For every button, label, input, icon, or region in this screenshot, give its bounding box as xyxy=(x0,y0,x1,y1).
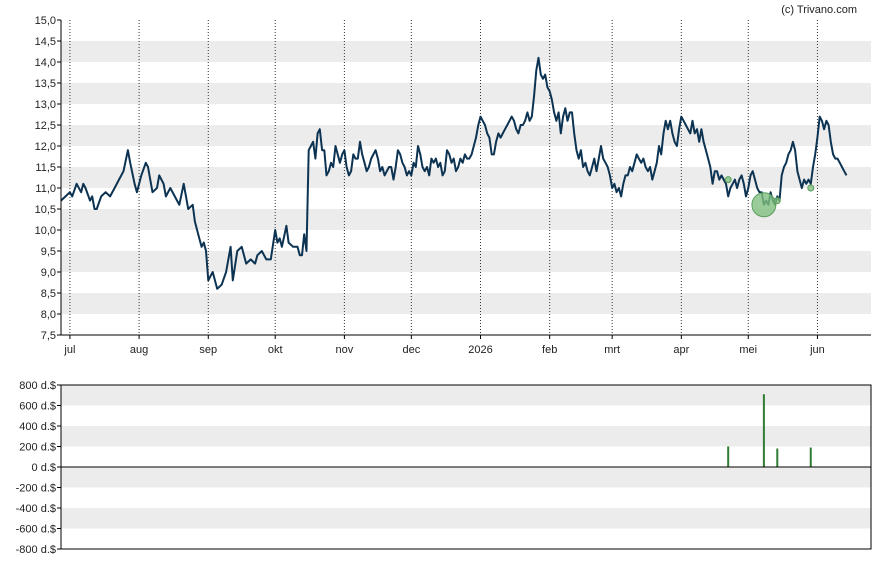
volume-grid-band xyxy=(61,508,871,529)
x-tick-labels: jul aug sep okt nov dec 2026 feb mrt apr mei jun xyxy=(63,335,825,356)
volume-grid-band xyxy=(61,426,871,447)
volume-bars xyxy=(727,394,812,467)
volume-y-tick-label: 0 d.$ xyxy=(32,462,56,474)
trade-marker xyxy=(724,176,732,184)
price-y-tick-label: 14,0 xyxy=(35,57,56,69)
price-grid-band xyxy=(61,209,871,230)
price-y-tick-label: 10,0 xyxy=(35,225,56,237)
x-tick-label: apr xyxy=(673,344,689,356)
price-y-tick-label: 14,5 xyxy=(35,36,56,48)
volume-y-tick-label: 200 d.$ xyxy=(19,442,56,454)
volume-bar xyxy=(809,447,812,467)
trade-marker xyxy=(807,184,815,192)
price-grid-band xyxy=(61,293,871,314)
price-y-tick-label: 7,5 xyxy=(41,330,56,342)
x-tick-label: aug xyxy=(130,344,148,356)
x-tick-label: mrt xyxy=(604,344,620,356)
price-series-line xyxy=(60,56,848,290)
trade-marker xyxy=(773,197,781,205)
price-y-tick-label: 11,5 xyxy=(35,162,56,174)
x-tick-label: jul xyxy=(63,344,75,356)
price-line-group xyxy=(60,56,848,290)
volume-y-tick-label: -800 d.$ xyxy=(16,544,56,556)
price-grid-band xyxy=(61,167,871,188)
x-tick-label: feb xyxy=(542,344,557,356)
price-grid-band xyxy=(61,83,871,104)
volume-grid-band xyxy=(61,385,871,406)
volume-y-tick-label: 600 d.$ xyxy=(19,401,56,413)
volume-y-tick-label: -200 d.$ xyxy=(16,483,56,495)
price-grid-band xyxy=(61,251,871,272)
volume-y-tick-label: -600 d.$ xyxy=(16,524,56,536)
price-y-tick-label: 12,0 xyxy=(35,141,56,153)
price-y-tick-label: 15,0 xyxy=(35,15,56,27)
price-y-tick-label: 11,0 xyxy=(35,183,56,195)
volume-bar xyxy=(776,448,779,467)
x-tick-label: okt xyxy=(268,344,283,356)
price-grid-band xyxy=(61,41,871,62)
volume-grid-bands xyxy=(61,385,871,529)
price-plot-frame xyxy=(60,20,871,336)
price-y-tick-label: 8,5 xyxy=(41,288,56,300)
price-y-tick-label: 8,0 xyxy=(41,309,56,321)
insider-trade-markers xyxy=(724,176,815,218)
price-y-tick-label: 9,0 xyxy=(41,267,56,279)
x-tick-label: jun xyxy=(809,344,825,356)
volume-bar xyxy=(762,394,765,467)
price-y-tick-labels: 7,5 8,0 8,5 9,0 9,5 10,0 10,5 11,0 11,5 12,0 12,5 1… xyxy=(35,15,61,342)
x-tick-label: mei xyxy=(739,344,757,356)
volume-grid-band xyxy=(61,467,871,488)
price-y-tick-label: 10,5 xyxy=(35,204,56,216)
price-y-tick-label: 13,5 xyxy=(35,78,56,90)
x-tick-label: sep xyxy=(199,344,217,356)
price-y-tick-label: 9,5 xyxy=(41,246,56,258)
x-tick-label: nov xyxy=(336,344,354,356)
trade-marker xyxy=(751,192,777,218)
credit-text: (c) Trivano.com xyxy=(781,4,857,16)
price-y-tick-label: 13,0 xyxy=(35,99,56,111)
price-y-tick-label: 12,5 xyxy=(35,120,56,132)
volume-y-tick-label: -400 d.$ xyxy=(16,503,56,515)
volume-y-tick-label: 800 d.$ xyxy=(19,380,56,392)
volume-y-tick-label: 400 d.$ xyxy=(19,421,56,433)
x-tick-label: dec xyxy=(402,344,420,356)
volume-bar xyxy=(727,446,730,467)
price-grid-band xyxy=(61,125,871,146)
x-tick-label: 2026 xyxy=(468,344,492,356)
volume-y-tick-labels: 800 d.$ 600 d.$ 400 d.$ 200 d.$ 0 d.$ -200 d.… xyxy=(16,380,61,556)
